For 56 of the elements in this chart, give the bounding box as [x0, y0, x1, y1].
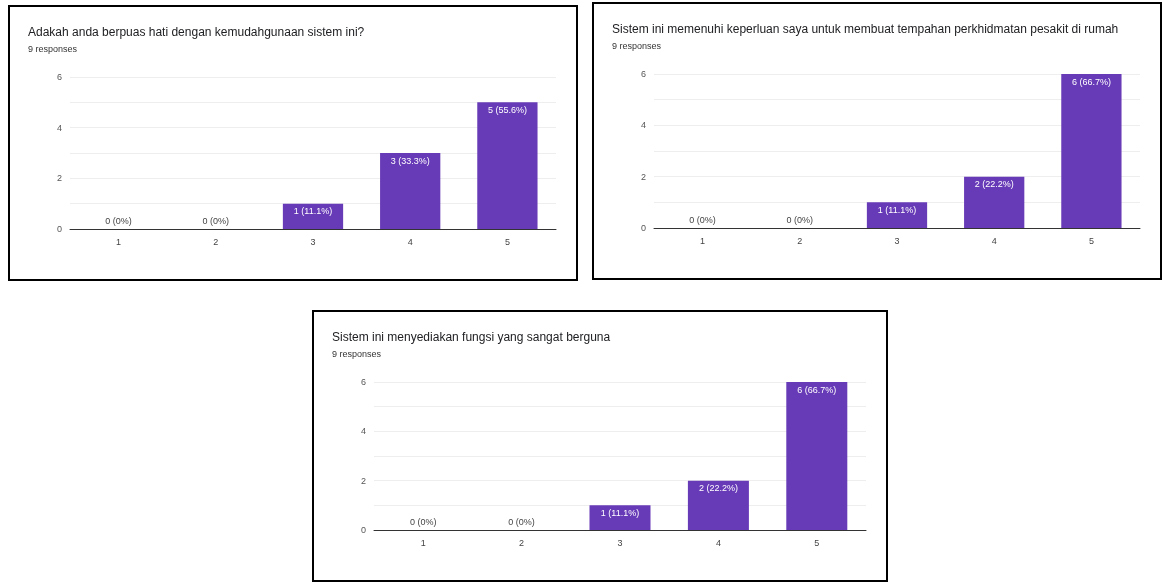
y-tick-label: 0	[56, 224, 62, 234]
chart-title: Sistem ini memenuhi keperluan saya untuk membuat tempahan perkhidmatan pesakit di rumah	[612, 22, 1119, 36]
y-tick-label: 6	[56, 72, 62, 82]
x-tick-label: 3	[617, 537, 623, 548]
bar	[1061, 74, 1122, 228]
data-label: 6 (66.7%)	[797, 384, 837, 395]
data-label: 0 (0%)	[202, 215, 230, 226]
x-tick-label: 5	[504, 236, 510, 247]
x-tick-label: 4	[715, 537, 721, 548]
data-label: 2 (22.2%)	[698, 483, 738, 494]
y-tick-label: 6	[360, 377, 366, 387]
data-label: 1 (11.1%)	[293, 206, 333, 217]
y-tick-label: 4	[56, 122, 62, 133]
y-tick-label: 0	[360, 525, 366, 535]
x-tick-label: 2	[519, 537, 525, 548]
bar	[687, 480, 749, 530]
chart-title: Sistem ini menyediakan fungsi yang sangat berguna	[332, 330, 611, 344]
y-tick-label: 4	[640, 120, 646, 131]
data-label: 1 (11.1%)	[600, 507, 640, 518]
bar	[589, 505, 651, 530]
data-label: 0 (0%)	[689, 214, 716, 225]
x-tick-label: 5	[814, 537, 820, 548]
x-tick-label: 3	[894, 235, 900, 246]
bar	[964, 176, 1025, 228]
y-tick-label: 2	[360, 475, 366, 486]
x-tick-label: 1	[420, 537, 426, 548]
x-tick-label: 4	[991, 235, 997, 246]
y-tick-label: 2	[640, 171, 646, 182]
bar	[477, 102, 538, 229]
x-tick-label: 2	[213, 236, 219, 247]
x-tick-label: 2	[797, 235, 803, 246]
chart-subtitle: 9 responses	[612, 41, 662, 51]
y-tick-label: 6	[640, 69, 646, 79]
bar	[866, 202, 928, 228]
x-tick-label: 3	[310, 236, 316, 247]
bar	[380, 153, 441, 229]
y-tick-label: 2	[56, 173, 62, 184]
data-label: 0 (0%)	[105, 215, 132, 226]
x-tick-label: 1	[700, 235, 706, 246]
chart-subtitle: 9 responses	[332, 349, 382, 359]
data-label: 1 (11.1%)	[877, 204, 917, 215]
chart-title: Adakah anda berpuas hati dengan kemudahgunaan sistem ini?	[28, 25, 365, 39]
data-label: 0 (0%)	[409, 516, 437, 527]
data-label: 0 (0%)	[786, 214, 814, 225]
data-label: 3 (33.3%)	[390, 155, 430, 166]
data-label: 6 (66.7%)	[1071, 76, 1111, 87]
chart-subtitle: 9 responses	[28, 44, 78, 54]
data-label: 2 (22.2%)	[974, 179, 1014, 190]
x-tick-label: 1	[116, 236, 122, 247]
x-tick-label: 5	[1088, 235, 1094, 246]
x-tick-label: 4	[407, 236, 413, 247]
y-tick-label: 4	[360, 426, 366, 437]
bar	[786, 382, 848, 530]
y-tick-label: 0	[640, 223, 646, 233]
data-label: 0 (0%)	[508, 516, 535, 527]
data-label: 5 (55.6%)	[487, 104, 527, 115]
